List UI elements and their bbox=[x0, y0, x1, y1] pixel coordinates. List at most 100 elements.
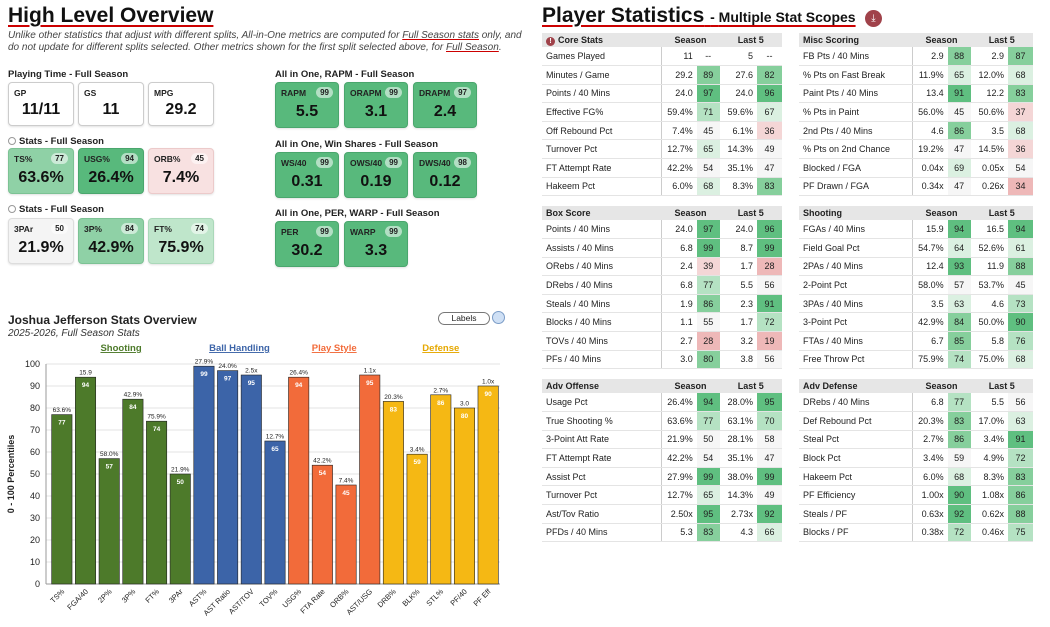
season-value: 6.8 bbox=[660, 238, 697, 258]
bar-raw-label: 1.1x bbox=[364, 368, 377, 375]
x-tick-label: STL% bbox=[424, 587, 445, 608]
season-percentile: 55 bbox=[696, 312, 720, 333]
y-tick-label: 60 bbox=[30, 447, 40, 457]
column-header-last5[interactable]: Last 5 bbox=[719, 206, 782, 220]
last5-value: 35.1% bbox=[719, 448, 758, 468]
stat-name: True Shooting % bbox=[542, 411, 662, 431]
stat-card-label: MPG bbox=[154, 88, 174, 98]
table-row: 2-Point Pct 58.0% 57 53.7% 45 bbox=[799, 275, 1033, 295]
column-header-last5[interactable]: Last 5 bbox=[970, 206, 1033, 220]
last5-value: 11.9 bbox=[970, 257, 1008, 277]
table-row: DRebs / 40 Mins 6.8 77 5.5 56 bbox=[799, 393, 1033, 413]
column-header-last5[interactable]: Last 5 bbox=[719, 33, 782, 47]
last5-percentile: 83 bbox=[1008, 84, 1033, 104]
last5-percentile: 58 bbox=[757, 430, 782, 450]
last5-percentile: 49 bbox=[757, 485, 782, 506]
percentile-badge: 99 bbox=[385, 87, 402, 98]
table-row: Ast/Tov Ratio 2.50x 95 2.73x 92 bbox=[542, 504, 782, 524]
table-row: Turnover Pct 12.7% 65 14.3% 49 bbox=[542, 139, 782, 160]
last5-percentile: 28 bbox=[757, 257, 782, 277]
overview-note: Unlike other statistics that adjust with… bbox=[8, 30, 528, 54]
bar-raw-label: 26.4% bbox=[289, 370, 308, 377]
season-value: 0.34x bbox=[911, 177, 948, 197]
column-header-season[interactable]: Season bbox=[661, 379, 720, 393]
bar-percentile-label: 95 bbox=[248, 380, 256, 387]
y-tick-label: 10 bbox=[30, 557, 40, 567]
column-header-last5[interactable]: Last 5 bbox=[719, 379, 782, 393]
last5-value: 4.6 bbox=[970, 294, 1008, 314]
stat-card-ows-40: OWS/40 99 0.19 bbox=[344, 152, 408, 198]
x-tick-label: AST/TOV bbox=[227, 587, 256, 616]
column-header-season[interactable]: Season bbox=[912, 206, 971, 220]
full-season-stats-link[interactable]: Full Season stats bbox=[402, 30, 479, 41]
stat-card-label: GP bbox=[14, 88, 27, 98]
radio-icon[interactable] bbox=[8, 205, 16, 213]
bar-raw-label: 2.5x bbox=[245, 368, 258, 375]
radio-icon[interactable] bbox=[8, 137, 16, 145]
season-value: 12.7% bbox=[660, 485, 697, 506]
stat-name: Steals / 40 Mins bbox=[542, 294, 662, 314]
stat-card-label: WS/40 bbox=[281, 158, 307, 168]
player-stats-title-text: Player Statistics bbox=[542, 4, 705, 27]
bar-percentile-label: 94 bbox=[295, 382, 303, 389]
season-percentile: 45 bbox=[696, 121, 720, 141]
stat-card-gs: GS 11 bbox=[78, 82, 144, 126]
table-row: True Shooting % 63.6% 77 63.1% 70 bbox=[542, 411, 782, 431]
info-icon[interactable]: ! bbox=[546, 36, 555, 46]
season-percentile: 45 bbox=[947, 102, 971, 122]
last5-percentile: 37 bbox=[1008, 102, 1033, 122]
table-row: PF Efficiency 1.00x 90 1.08x 86 bbox=[799, 485, 1033, 506]
stat-card-value: 3.3 bbox=[364, 242, 388, 259]
last5-value: 12.2 bbox=[970, 84, 1008, 104]
season-percentile: 94 bbox=[696, 393, 720, 413]
column-header-last5[interactable]: Last 5 bbox=[970, 379, 1033, 393]
chart-bar bbox=[122, 398, 144, 585]
last5-percentile: 68 bbox=[1008, 65, 1033, 85]
group-label: Ball Handling bbox=[209, 343, 270, 354]
season-percentile: 72 bbox=[947, 523, 971, 543]
column-header-season[interactable]: Season bbox=[912, 379, 971, 393]
column-header-season[interactable]: Season bbox=[661, 206, 720, 220]
column-header-last5[interactable]: Last 5 bbox=[970, 33, 1033, 47]
bar-raw-label: 7.4% bbox=[339, 478, 354, 485]
stat-card-value: 2.4 bbox=[433, 103, 457, 120]
stat-card-dws-40: DWS/40 98 0.12 bbox=[413, 152, 477, 198]
last5-value: 14.3% bbox=[719, 485, 758, 506]
column-header-season[interactable]: Season bbox=[661, 33, 720, 47]
playing-time-label: Playing Time - Full Season bbox=[8, 69, 129, 80]
table-title: Misc Scoring bbox=[799, 33, 913, 47]
labels-button[interactable]: Labels bbox=[438, 312, 490, 325]
season-value: 0.38x bbox=[911, 523, 948, 543]
stat-name: % Pts on Fast Break bbox=[799, 65, 913, 85]
column-header-season[interactable]: Season bbox=[912, 33, 971, 47]
bar-percentile-label: 90 bbox=[485, 391, 493, 398]
stat-name: 2-Point Pct bbox=[799, 275, 913, 295]
stat-card-label: 3PAr bbox=[14, 224, 34, 234]
stat-name: Turnover Pct bbox=[542, 485, 662, 506]
season-percentile: 92 bbox=[947, 504, 971, 524]
bar-raw-label: 42.2% bbox=[313, 458, 332, 465]
chart-bar bbox=[146, 420, 168, 585]
x-tick-label: 3P% bbox=[120, 587, 138, 605]
full-season-link[interactable]: Full Season bbox=[446, 42, 499, 53]
season-value: 6.0% bbox=[911, 467, 948, 487]
table-row: PFDs / 40 Mins 5.3 83 4.3 66 bbox=[542, 523, 782, 543]
stat-card-drapm: DRAPM 97 2.4 bbox=[413, 82, 477, 128]
stat-table-adv-defense: Adv Defense Season Last 5 DRebs / 40 Mins 6.… bbox=[799, 379, 1033, 543]
season-value: 0.04x bbox=[911, 158, 948, 178]
table-row: 3-Point Pct 42.9% 84 50.0% 90 bbox=[799, 312, 1033, 333]
y-tick-label: 90 bbox=[30, 381, 40, 391]
table-row: FTAs / 40 Mins 6.7 85 5.8 76 bbox=[799, 331, 1033, 351]
season-value: 54.7% bbox=[911, 238, 948, 258]
bar-percentile-label: 45 bbox=[342, 490, 350, 497]
season-value: 24.0 bbox=[660, 84, 697, 104]
download-icon[interactable]: ⤓ bbox=[865, 10, 882, 27]
table-row: 2nd Pts / 40 Mins 4.6 86 3.5 68 bbox=[799, 121, 1033, 141]
note-text-2: only, and do not update for different sp… bbox=[8, 30, 522, 53]
stat-name: 2nd Pts / 40 Mins bbox=[799, 121, 913, 141]
season-value: 42.2% bbox=[660, 448, 697, 468]
last5-value: 3.5 bbox=[970, 121, 1008, 141]
last5-value: 24.0 bbox=[719, 220, 758, 240]
group-label: Play Style bbox=[312, 343, 357, 354]
labels-toggle[interactable] bbox=[492, 311, 505, 324]
